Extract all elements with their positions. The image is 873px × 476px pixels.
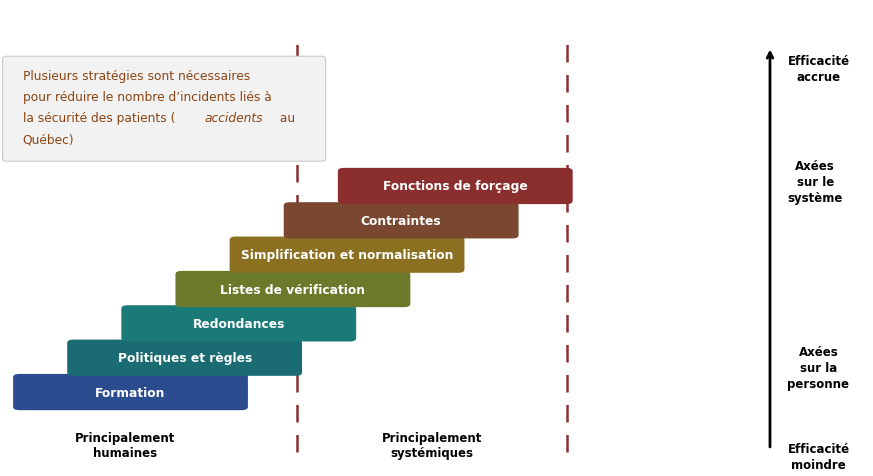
Text: la sécurité des patients (: la sécurité des patients (: [23, 112, 175, 125]
Text: Efficacité
accrue: Efficacité accrue: [787, 55, 849, 84]
FancyBboxPatch shape: [284, 203, 519, 239]
Text: accidents: accidents: [204, 112, 263, 125]
FancyBboxPatch shape: [175, 271, 410, 307]
Text: Listes de vérification: Listes de vérification: [220, 283, 366, 296]
Text: Principalement
humaines: Principalement humaines: [75, 431, 175, 459]
Text: Formation: Formation: [95, 386, 166, 399]
Text: Redondances: Redondances: [193, 317, 285, 330]
Text: Québec): Québec): [23, 133, 74, 146]
Text: Plusieurs stratégies sont nécessaires: Plusieurs stratégies sont nécessaires: [23, 70, 250, 83]
FancyBboxPatch shape: [230, 237, 464, 273]
FancyBboxPatch shape: [67, 340, 302, 376]
Text: Fonctions de forçage: Fonctions de forçage: [383, 180, 527, 193]
Text: au: au: [276, 112, 295, 125]
FancyBboxPatch shape: [13, 374, 248, 410]
Text: Axées
sur le
système: Axées sur le système: [787, 159, 842, 204]
Text: Contraintes: Contraintes: [361, 214, 442, 228]
Text: Axées
sur la
personne: Axées sur la personne: [787, 345, 849, 390]
Text: Principalement
systémiques: Principalement systémiques: [382, 431, 482, 459]
Text: Politiques et règles: Politiques et règles: [118, 351, 251, 365]
Text: Efficacité
moindre: Efficacité moindre: [787, 442, 849, 471]
Text: Simplification et normalisation: Simplification et normalisation: [241, 248, 453, 262]
Text: pour réduire le nombre d’incidents liés à: pour réduire le nombre d’incidents liés …: [23, 91, 272, 104]
FancyBboxPatch shape: [3, 57, 326, 162]
FancyBboxPatch shape: [338, 169, 573, 205]
FancyBboxPatch shape: [121, 306, 356, 342]
